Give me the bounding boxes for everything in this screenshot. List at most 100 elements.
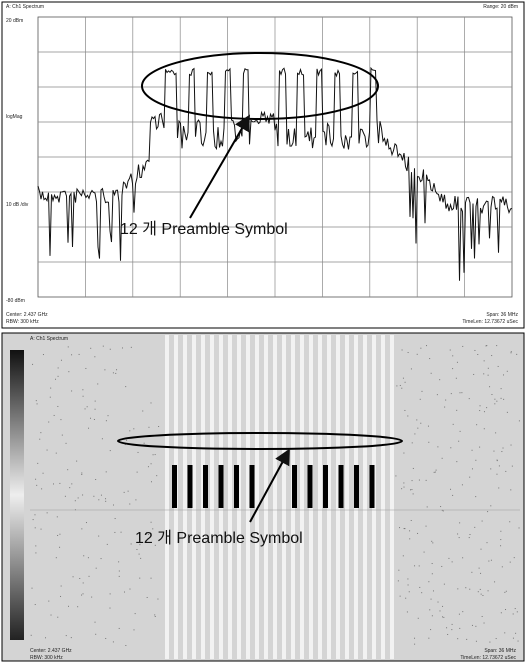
stripe xyxy=(246,335,250,659)
noise xyxy=(37,462,39,464)
noise xyxy=(65,442,67,444)
noise xyxy=(81,528,83,530)
noise xyxy=(487,511,489,513)
noise xyxy=(77,497,79,499)
noise xyxy=(430,629,432,631)
noise xyxy=(475,625,477,627)
noise xyxy=(79,577,81,579)
noise xyxy=(42,472,44,474)
noise xyxy=(505,470,507,472)
noise xyxy=(105,471,107,473)
noise xyxy=(480,572,482,574)
noise xyxy=(69,487,71,489)
noise xyxy=(402,377,404,379)
noise xyxy=(126,439,128,441)
stripe xyxy=(255,335,259,659)
noise xyxy=(147,466,149,468)
span: Span: 36 MHz xyxy=(486,312,518,318)
noise xyxy=(425,479,427,481)
noise xyxy=(411,480,413,482)
noise xyxy=(469,533,471,535)
noise xyxy=(442,510,444,512)
noise xyxy=(95,633,97,635)
noise xyxy=(57,405,59,407)
noise xyxy=(402,555,404,557)
noise xyxy=(410,368,412,370)
symbol-bar xyxy=(203,465,208,508)
noise xyxy=(516,611,518,613)
noise xyxy=(82,395,84,397)
noise xyxy=(53,414,55,416)
noise xyxy=(449,349,451,351)
noise xyxy=(486,345,488,347)
noise xyxy=(445,399,447,401)
noise xyxy=(480,593,482,595)
noise xyxy=(425,525,427,527)
noise xyxy=(101,438,103,440)
noise xyxy=(35,545,37,547)
noise xyxy=(35,552,37,554)
highlight-ellipse xyxy=(141,52,379,120)
noise xyxy=(32,363,34,365)
noise xyxy=(506,370,508,372)
symbol-bar xyxy=(292,465,297,508)
noise xyxy=(94,400,96,402)
noise xyxy=(483,411,485,413)
noise xyxy=(456,461,458,463)
noise xyxy=(40,528,42,530)
noise xyxy=(407,578,409,580)
noise xyxy=(462,611,464,613)
noise xyxy=(59,546,61,548)
noise xyxy=(139,577,141,579)
noise xyxy=(494,398,496,400)
noise xyxy=(429,358,431,360)
noise xyxy=(71,354,73,356)
noise xyxy=(124,444,126,446)
noise xyxy=(397,580,399,582)
rbw: RBW: 300 kHz xyxy=(6,319,39,325)
noise xyxy=(468,537,470,539)
noise xyxy=(93,418,95,420)
noise xyxy=(407,584,409,586)
noise xyxy=(55,557,57,559)
noise xyxy=(404,381,406,383)
stripe xyxy=(192,335,196,659)
noise xyxy=(86,406,88,408)
arrow xyxy=(189,114,251,219)
noise xyxy=(510,444,512,446)
noise xyxy=(95,479,97,481)
noise xyxy=(78,353,80,355)
noise xyxy=(500,539,502,541)
noise xyxy=(459,392,461,394)
noise xyxy=(70,637,72,639)
noise xyxy=(403,482,405,484)
noise xyxy=(456,409,458,411)
noise xyxy=(150,402,152,404)
noise xyxy=(147,533,149,535)
noise xyxy=(504,591,506,593)
noise xyxy=(405,597,407,599)
noise xyxy=(496,459,498,461)
noise xyxy=(112,641,114,643)
bottom-level: -80 dBm xyxy=(6,298,25,304)
noise xyxy=(446,627,448,629)
noise xyxy=(143,442,145,444)
noise xyxy=(462,345,464,347)
noise xyxy=(503,374,505,376)
noise xyxy=(104,369,106,371)
noise xyxy=(450,488,452,490)
noise xyxy=(475,640,477,642)
noise xyxy=(42,354,44,356)
noise xyxy=(82,389,84,391)
noise xyxy=(138,553,140,555)
noise xyxy=(491,355,493,357)
noise xyxy=(452,368,454,370)
noise xyxy=(31,587,33,589)
noise xyxy=(35,400,37,402)
noise xyxy=(420,347,422,349)
noise xyxy=(481,520,483,522)
noise xyxy=(505,609,507,611)
noise xyxy=(469,588,471,590)
noise xyxy=(430,372,432,374)
noise xyxy=(84,408,86,410)
